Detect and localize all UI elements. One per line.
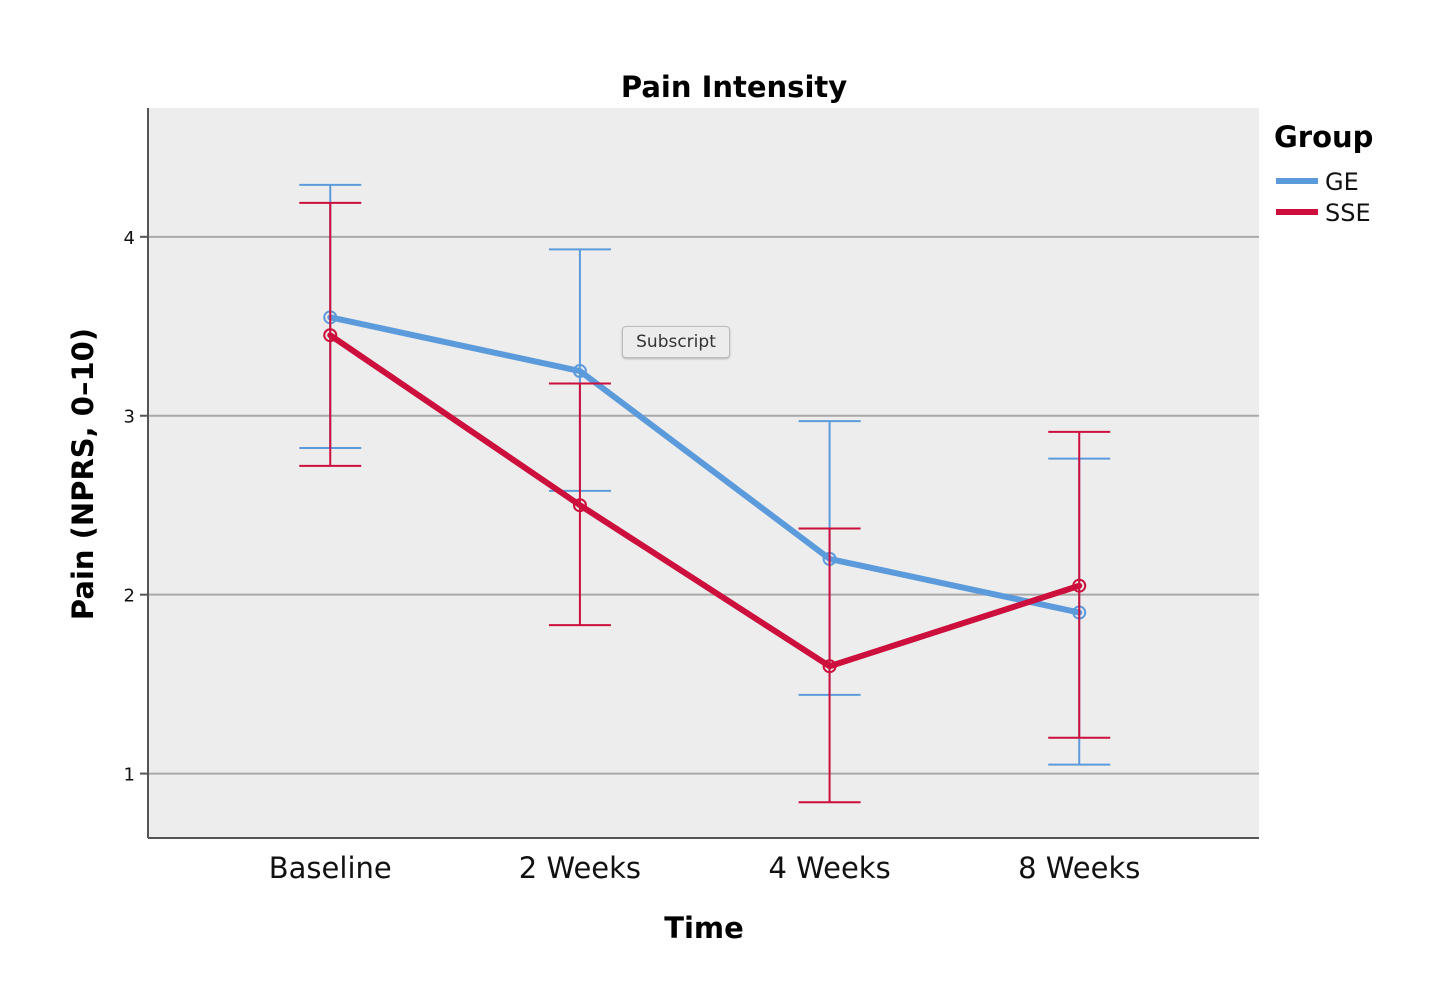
legend-label-sse: SSE — [1325, 199, 1371, 227]
ytick-label-4: 4 — [124, 228, 135, 249]
point-sse-2 — [822, 659, 837, 674]
ytick-label-1: 1 — [124, 765, 135, 786]
chart-title: Pain Intensity — [621, 70, 847, 104]
grid-lines — [148, 235, 1259, 775]
series-sse — [299, 201, 1111, 804]
series-line-ge — [327, 314, 1083, 616]
point-ge-1 — [572, 364, 587, 379]
point-sse-1 — [572, 498, 587, 513]
xtick-label-1: 2 Weeks — [519, 851, 641, 885]
legend: Group GE SSE — [1274, 120, 1373, 227]
point-sse-3 — [1072, 578, 1087, 593]
x-ticks: Baseline 2 Weeks 4 Weeks 8 Weeks — [269, 851, 1141, 885]
xtick-label-3: 8 Weeks — [1018, 851, 1140, 885]
x-axis-title: Time — [664, 911, 744, 945]
subscript-tooltip: Subscript — [622, 326, 730, 358]
plot-area-background — [148, 108, 1259, 838]
xtick-label-2: 4 Weeks — [768, 851, 890, 885]
y-axis-title: Pain (NPRS, 0–10) — [66, 328, 100, 620]
legend-items: GE SSE — [1276, 168, 1371, 227]
legend-title: Group — [1274, 120, 1373, 154]
point-sse-0 — [323, 328, 338, 343]
series-line-sse — [327, 332, 1083, 670]
y-ticks: 1 2 3 4 — [124, 228, 148, 786]
ytick-label-2: 2 — [124, 586, 135, 607]
series-group — [299, 183, 1111, 804]
ytick-label-3: 3 — [124, 407, 135, 428]
legend-label-ge: GE — [1325, 168, 1359, 196]
xtick-label-0: Baseline — [269, 851, 392, 885]
